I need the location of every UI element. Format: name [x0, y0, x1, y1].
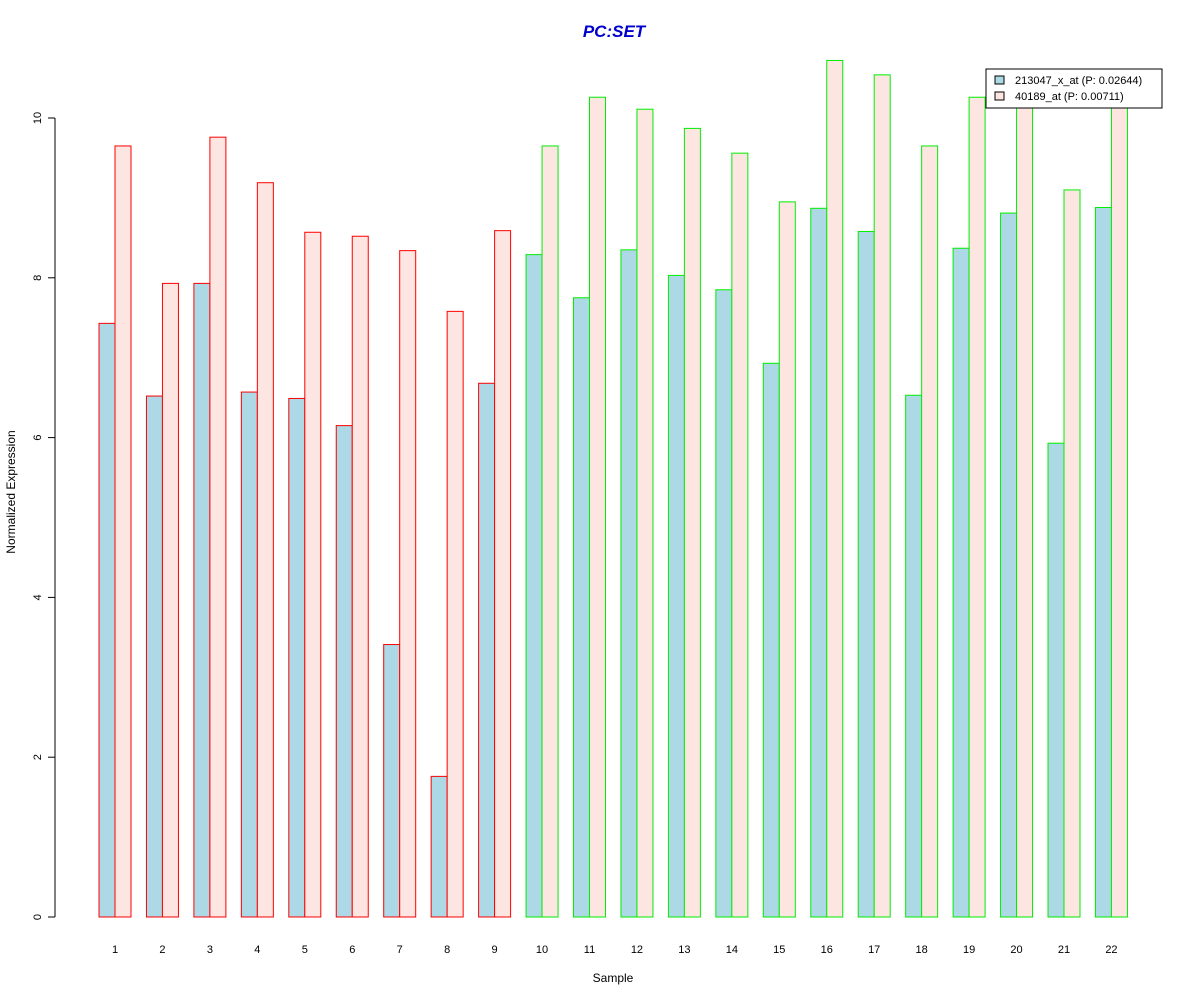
- bar-series-2-sample-19: [968, 96, 986, 918]
- x-tick-label: 10: [536, 944, 548, 956]
- bar-series-2-sample-16: [826, 59, 844, 918]
- x-tick-label: 18: [916, 944, 928, 956]
- y-axis-title: Normalized Expression: [4, 430, 18, 553]
- y-tick-label: 6: [32, 435, 44, 441]
- y-axis: 0 2 4 6 8 10: [32, 112, 56, 920]
- x-tick-label: 13: [678, 944, 690, 956]
- bar-series-2-sample-13: [683, 127, 701, 918]
- bar-series-2-sample-12: [636, 108, 654, 918]
- bar-series-2-sample-17: [873, 74, 891, 918]
- legend: 213047_x_at (P: 0.02644) 40189_at (P: 0.…: [985, 68, 1163, 109]
- legend-box: [985, 68, 1163, 109]
- bar-series-1-sample-4: [240, 391, 258, 918]
- x-tick-label: 21: [1058, 944, 1070, 956]
- bars-layer: [98, 59, 1128, 918]
- chart-title: PC:SET: [583, 22, 647, 41]
- bar-series-1-sample-1: [98, 322, 116, 918]
- bar-series-1-sample-17: [857, 230, 875, 918]
- y-tick-label: 10: [32, 112, 44, 124]
- bar-series-2-sample-10: [541, 145, 559, 918]
- bar-series-2-sample-21: [1063, 189, 1081, 918]
- bar-series-1-sample-8: [430, 775, 448, 918]
- bar-series-1-sample-9: [478, 382, 496, 918]
- bar-series-2-sample-22: [1110, 107, 1128, 918]
- bar-series-1-sample-18: [905, 394, 923, 918]
- x-tick-label: 17: [868, 944, 880, 956]
- bar-series-2-sample-2: [161, 282, 179, 918]
- bar-series-1-sample-12: [620, 249, 638, 918]
- bar-series-2-sample-4: [256, 182, 274, 918]
- y-tick-label: 4: [32, 594, 44, 600]
- bar-series-1-sample-19: [952, 247, 970, 918]
- bar-series-1-sample-10: [525, 254, 543, 918]
- bar-series-1-sample-14: [715, 289, 733, 918]
- bar-series-2-sample-8: [446, 310, 464, 918]
- legend-label-series-2: 40189_at (P: 0.00711): [1015, 91, 1124, 103]
- bar-series-1-sample-22: [1094, 206, 1112, 918]
- x-tick-label: 3: [207, 944, 213, 956]
- x-tick-label: 14: [726, 944, 738, 956]
- x-tick-label: 5: [302, 944, 308, 956]
- bar-series-2-sample-14: [731, 152, 749, 918]
- bar-series-2-sample-5: [304, 231, 322, 918]
- bar-series-2-sample-6: [351, 235, 369, 918]
- x-tick-label: 12: [631, 944, 643, 956]
- bar-series-1-sample-11: [573, 297, 590, 918]
- x-axis-title: Sample: [593, 971, 634, 985]
- bar-series-2-sample-3: [209, 136, 227, 918]
- legend-swatch-series-1: [994, 75, 1005, 85]
- y-tick-label: 8: [32, 275, 44, 281]
- x-tick-label: 4: [254, 944, 260, 956]
- x-tick-label: 2: [159, 944, 165, 956]
- x-tick-label: 20: [1010, 944, 1022, 956]
- bar-series-1-sample-3: [193, 282, 211, 918]
- bar-series-2-sample-20: [1016, 107, 1034, 918]
- bar-series-2-sample-7: [399, 250, 417, 918]
- bar-series-2-sample-1: [114, 145, 132, 918]
- bar-series-1-sample-2: [145, 395, 163, 918]
- bar-series-1-sample-20: [1000, 212, 1018, 918]
- x-tick-label: 11: [584, 944, 595, 956]
- legend-label-series-1: 213047_x_at (P: 0.02644): [1015, 75, 1142, 87]
- y-tick-label: 2: [32, 754, 44, 760]
- bar-series-2-sample-18: [921, 145, 939, 918]
- bar-series-1-sample-6: [335, 425, 353, 918]
- x-tick-label: 9: [492, 944, 498, 956]
- x-tick-label: 6: [349, 944, 355, 956]
- bar-series-2-sample-9: [494, 230, 512, 918]
- bar-series-1-sample-5: [288, 397, 306, 918]
- x-tick-label: 22: [1105, 944, 1117, 956]
- bar-series-2-sample-15: [778, 201, 796, 918]
- bar-series-1-sample-16: [810, 207, 828, 918]
- bar-series-1-sample-13: [667, 274, 685, 918]
- legend-swatch-series-2: [994, 91, 1005, 101]
- bar-series-1-sample-15: [762, 362, 780, 918]
- x-tick-label: 7: [397, 944, 403, 956]
- x-tick-label: 15: [773, 944, 785, 956]
- bar-series-1-sample-7: [383, 644, 401, 918]
- x-axis-tick-labels: 1 2 3 4 5 6 7 8 9 10 11 12 13 14 15 16 17 18 19 20 21 22: [112, 944, 1118, 956]
- bar-series-2-sample-11: [589, 96, 606, 918]
- bar-series-1-sample-21: [1047, 442, 1065, 918]
- x-tick-label: 16: [821, 944, 833, 956]
- x-tick-label: 1: [112, 944, 118, 956]
- x-tick-label: 8: [444, 944, 450, 956]
- y-tick-label: 0: [32, 914, 44, 920]
- x-tick-label: 19: [963, 944, 975, 956]
